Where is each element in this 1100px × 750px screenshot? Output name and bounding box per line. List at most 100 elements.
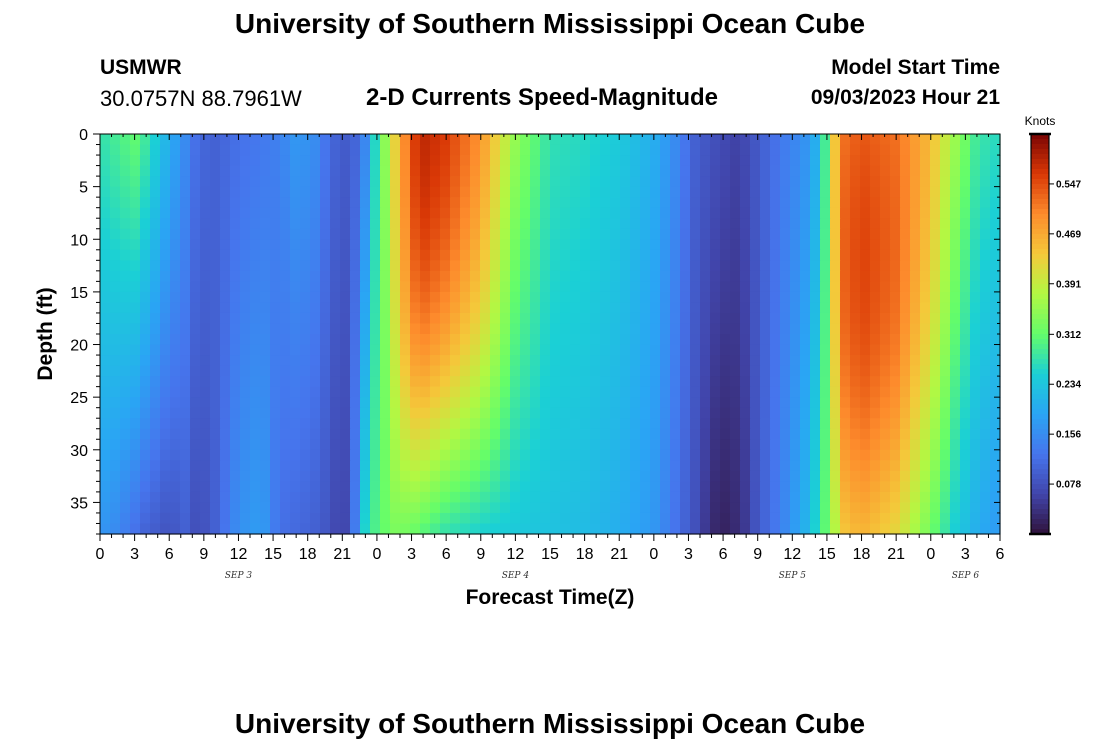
heatmap-cell [750,449,761,461]
heatmap-cell [750,355,761,367]
heatmap-cell [330,302,341,314]
heatmap-cell [220,207,231,219]
heatmap-cell [440,249,451,261]
heatmap-cell [520,460,531,472]
heatmap-cell [310,512,321,525]
heatmap-cell [150,176,161,188]
heatmap-cell [440,418,451,430]
heatmap-cell [910,365,921,377]
heatmap-cell [820,249,831,261]
heatmap-cell [290,470,301,482]
heatmap-cell [530,165,541,177]
heatmap-cell [420,449,431,461]
heatmap-cell [940,418,951,430]
heatmap-cell [130,155,141,167]
heatmap-cell [190,323,201,335]
heatmap-cell [590,397,601,409]
heatmap-cell [890,239,901,251]
heatmap-cell [540,470,551,482]
heatmap-cell [610,228,621,240]
heatmap-cell [830,512,841,525]
heatmap-cell [440,439,451,451]
heatmap-cell [540,397,551,409]
heatmap-cell [380,291,391,304]
heatmap-cell [600,155,611,167]
heatmap-cell [330,134,341,146]
heatmap-cell [810,291,821,304]
heatmap-cell [700,218,711,230]
heatmap-cell [390,176,401,188]
heatmap-cell [670,355,681,367]
heatmap-cell [630,502,641,514]
heatmap-cell [600,302,611,314]
heatmap-cell [710,165,721,177]
heatmap-cell [970,155,981,167]
heatmap-cell [280,460,291,472]
heatmap-cell [490,291,501,304]
heatmap-cell [580,312,591,325]
heatmap-cell [580,270,591,282]
heatmap-cell [400,460,411,472]
heatmap-cell [700,376,711,388]
heatmap-cell [730,186,741,198]
heatmap-cell [330,344,341,356]
heatmap-cell [150,155,161,167]
heatmap-cell [610,523,621,535]
heatmap-cell [940,470,951,482]
colorbar-segment [1031,259,1049,265]
heatmap-cell [530,186,541,198]
heatmap-cell [630,291,641,304]
heatmap-cell [540,218,551,230]
x-axis-title: Forecast Time(Z) [466,586,635,609]
heatmap-cell [980,249,991,261]
heatmap-cell [720,428,731,440]
heatmap-cell [580,470,591,482]
heatmap-cell [210,491,221,504]
heatmap-cell [710,249,721,261]
heatmap-cell [950,207,961,219]
heatmap-cell [930,281,941,293]
heatmap-cell [210,155,221,167]
heatmap-cell [930,397,941,409]
heatmap-cell [250,418,261,430]
heatmap-cell [570,397,581,409]
heatmap-cell [270,428,281,440]
heatmap-cell [670,428,681,440]
heatmap-cell [310,239,321,251]
heatmap-cell [230,344,241,356]
heatmap-cell [260,460,271,472]
heatmap-cell [430,449,441,461]
heatmap-cell [460,165,471,177]
heatmap-cell [790,186,801,198]
heatmap-cell [770,270,781,282]
heatmap-cell [730,449,741,461]
heatmap-cell [660,491,671,504]
heatmap-cell [820,460,831,472]
heatmap-cell [840,502,851,514]
heatmap-cell [330,355,341,367]
heatmap-cell [780,218,791,230]
heatmap-cell [260,470,271,482]
heatmap-cell [180,134,191,146]
heatmap-cell [620,355,631,367]
heatmap-cell [370,249,381,261]
heatmap-cell [780,365,791,377]
heatmap-cell [650,407,661,419]
heatmap-cell [750,428,761,440]
heatmap-cell [510,144,521,156]
heatmap-cell [630,176,641,188]
heatmap-cell [280,439,291,451]
heatmap-cell [690,260,701,272]
heatmap-cell [390,186,401,198]
heatmap-cell [990,281,1001,293]
heatmap-cell [970,355,981,367]
heatmap-cell [600,502,611,514]
heatmap-cell [480,491,491,504]
heatmap-cell [810,323,821,335]
heatmap-cell [460,218,471,230]
heatmap-cell [990,418,1001,430]
heatmap-cell [890,481,901,493]
heatmap-cell [150,239,161,251]
heatmap-cell [690,418,701,430]
colorbar-segment [1031,344,1049,350]
